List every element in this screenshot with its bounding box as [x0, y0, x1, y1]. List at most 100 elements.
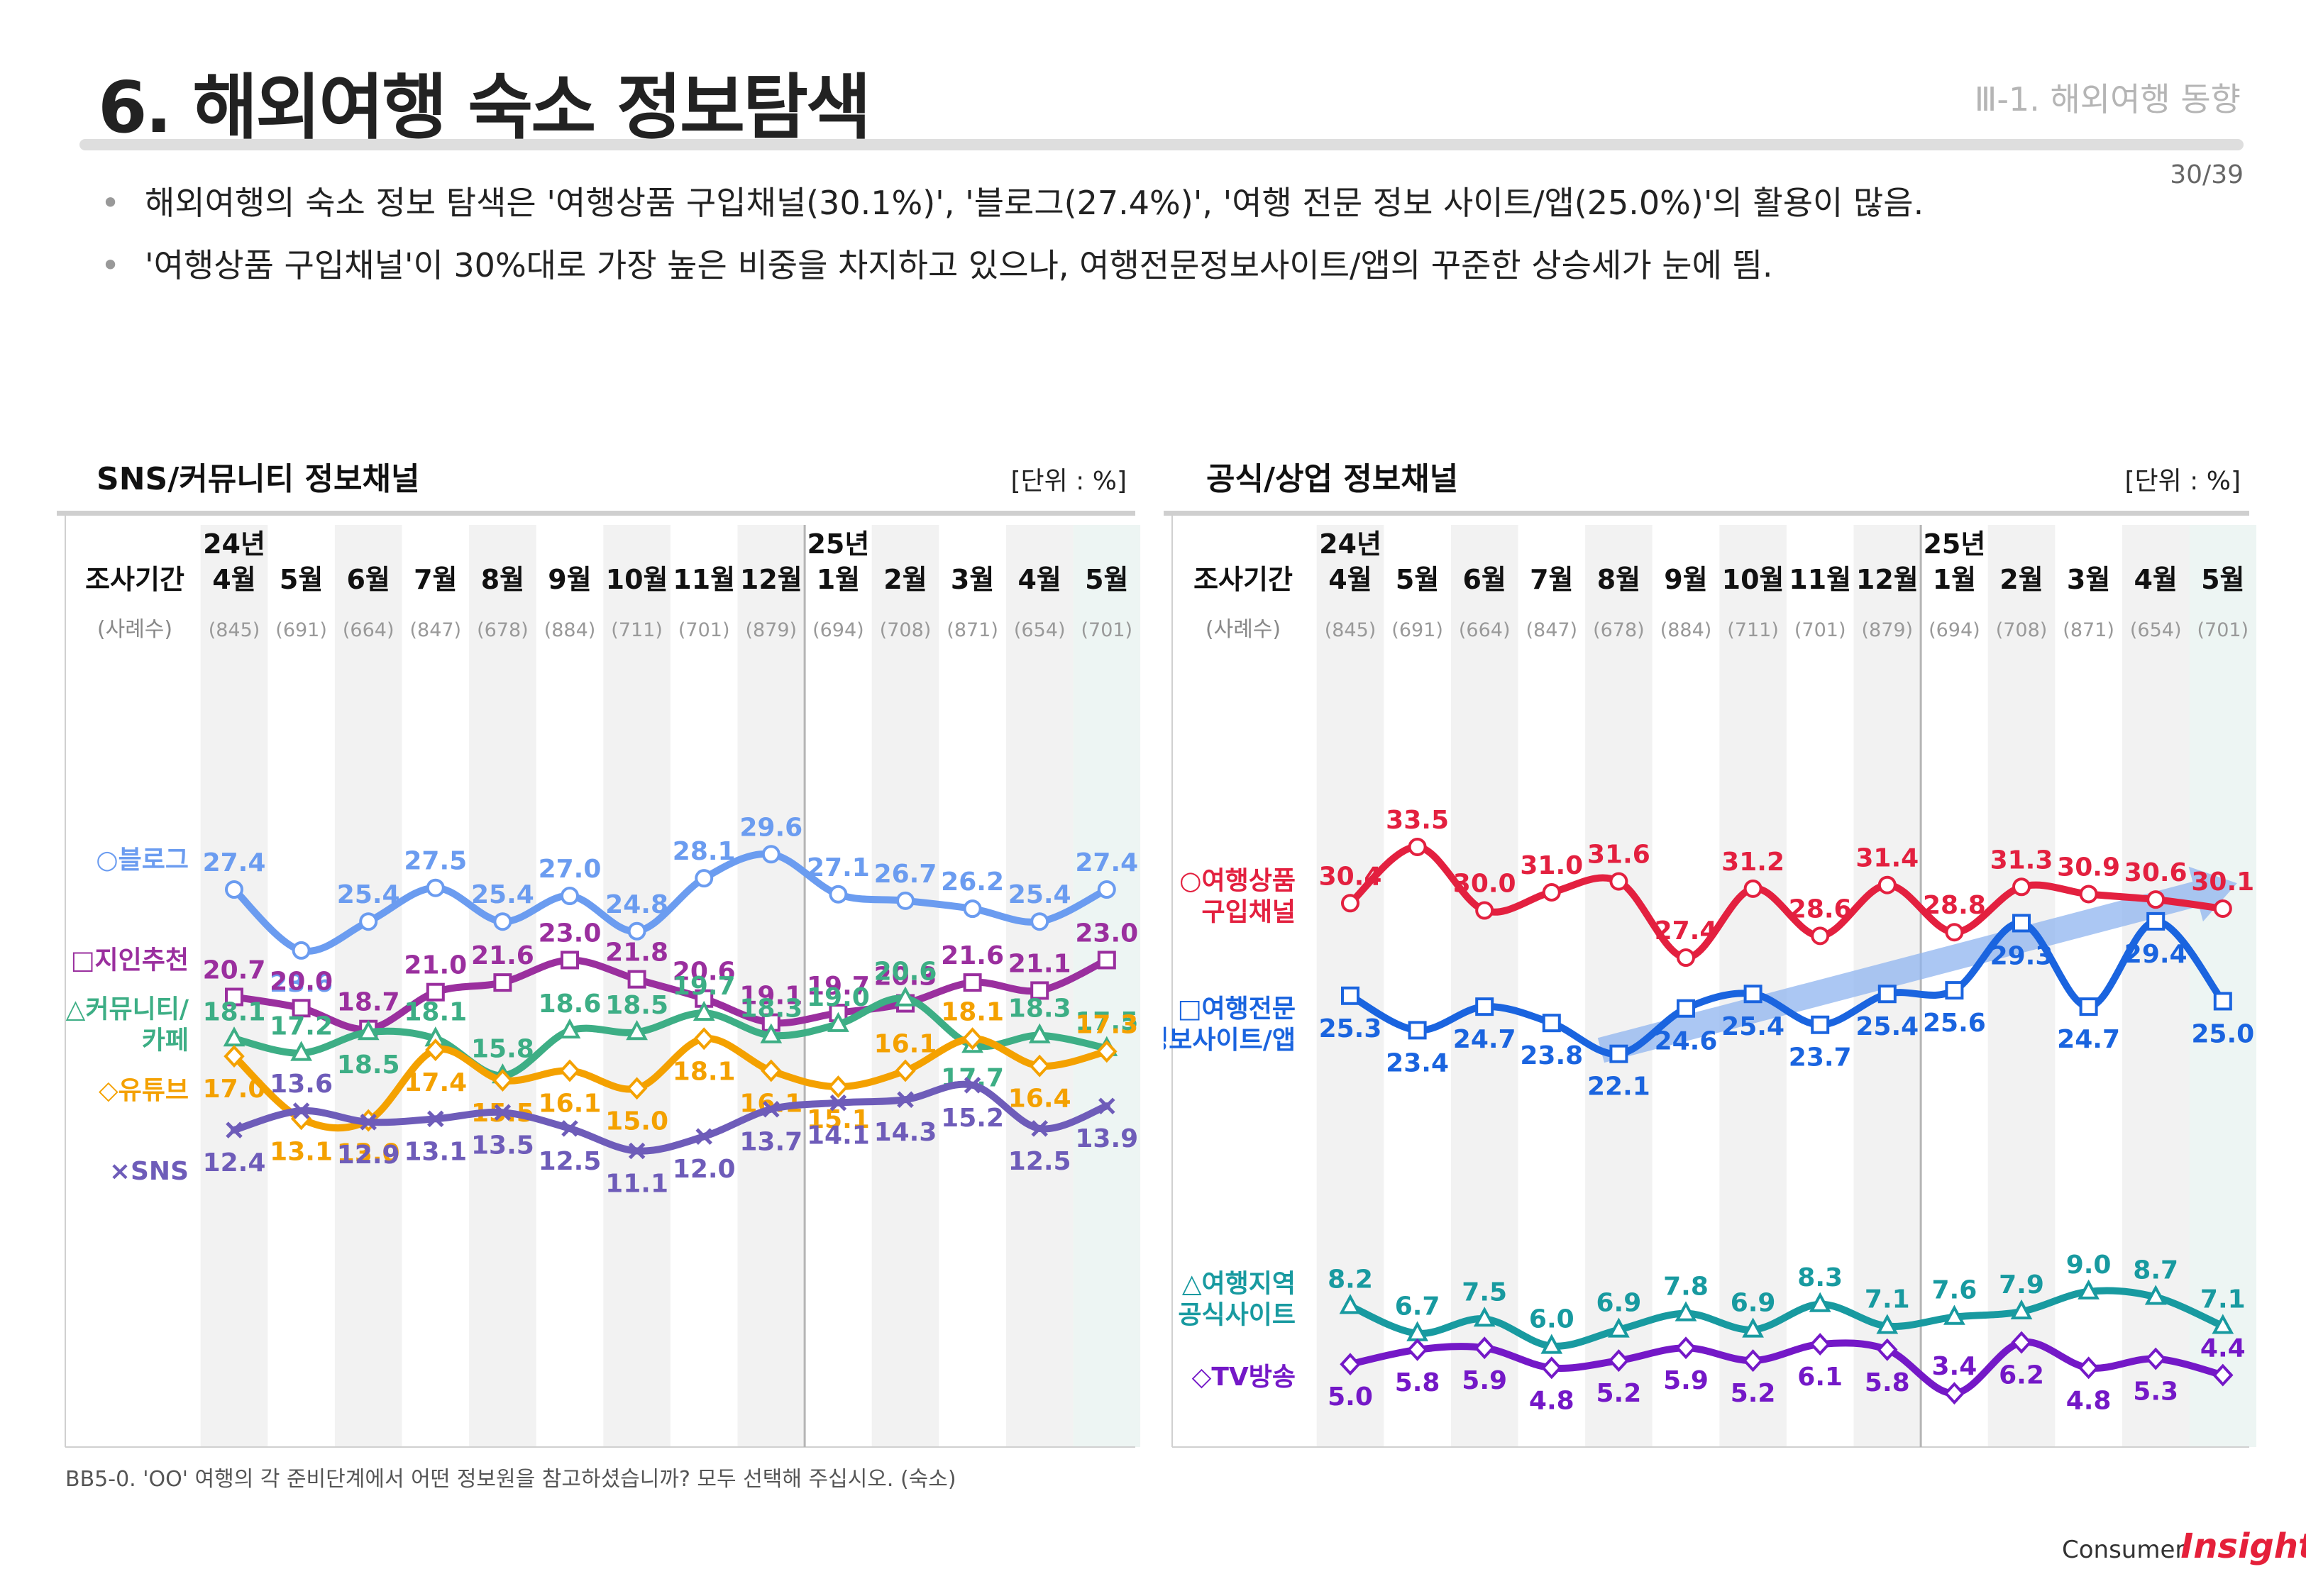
data-label: 24.7 [2057, 1025, 2120, 1054]
triangle-marker-icon [1540, 1334, 1563, 1354]
sample-size-value: (708) [880, 619, 932, 641]
square-marker-icon [2079, 997, 2098, 1016]
square-marker-icon [1945, 981, 1964, 1000]
data-label: 27.0 [539, 855, 602, 884]
data-label: 13.9 [1075, 1124, 1138, 1153]
data-label: 27.4 [1655, 916, 1718, 946]
square-marker-icon [561, 951, 579, 970]
square-marker-icon [1542, 1014, 1561, 1033]
cross-stroke [763, 1100, 780, 1118]
column-backgrounds [200, 525, 1141, 1447]
triangle-marker-icon [1943, 1304, 1965, 1325]
cross-marker-icon [226, 1121, 243, 1138]
data-label: 5.8 [1865, 1368, 1910, 1397]
period-label: 조사기간 [85, 564, 184, 595]
data-label: 25.4 [337, 880, 400, 909]
month-tick-label: 11월 [673, 564, 735, 595]
cross-stroke [628, 1142, 646, 1160]
sample-size-value: (691) [275, 619, 327, 641]
circle-marker-icon [1542, 882, 1561, 902]
diamond-marker-icon [2212, 1363, 2234, 1387]
sample-size-value: (678) [477, 619, 529, 641]
data-label: 20.6 [673, 958, 736, 987]
bullet-dot-icon: • [101, 246, 121, 284]
month-tick-label: 12월 [740, 564, 802, 595]
data-label: 6.9 [1731, 1289, 1776, 1318]
data-label: 24.8 [605, 890, 668, 919]
data-label: 9.0 [2066, 1251, 2112, 1280]
brand-logo: ConsumerInsight [2062, 1526, 2306, 1566]
circle-marker-icon [963, 899, 982, 919]
circle-marker-icon [1609, 872, 1628, 891]
data-label: 29.6 [739, 813, 802, 842]
data-label: 28.8 [1923, 891, 1986, 920]
cross-marker-icon [360, 1114, 377, 1131]
month-tick-label: 12월 [1856, 564, 1919, 595]
data-label: 13.1 [404, 1137, 467, 1166]
cross-marker-icon [695, 1128, 712, 1145]
triangle-marker-icon [558, 1018, 581, 1038]
data-label: 12.4 [203, 1148, 266, 1177]
circle-marker-icon [2146, 890, 2166, 909]
square-marker-icon [1609, 1044, 1628, 1063]
diamond-marker-icon [224, 1045, 245, 1068]
circle-marker-icon [426, 878, 445, 897]
data-label: 30.9 [2057, 853, 2120, 882]
data-label: 26.2 [941, 868, 1004, 897]
data-label: 21.1 [1008, 949, 1071, 978]
sample-size-value: (664) [1459, 619, 1511, 641]
data-label: 16.4 [1008, 1085, 1071, 1114]
legend-label: □여행전문 [1178, 994, 1296, 1024]
data-label: 7.6 [1932, 1276, 1977, 1305]
diamond-marker-icon [1675, 1336, 1697, 1360]
diamond-marker-icon [1742, 1349, 1764, 1373]
page-number: 30/39 [2170, 160, 2244, 189]
triangle-marker-icon [760, 1023, 783, 1043]
unit-label: [단위 : %] [2124, 467, 2241, 496]
circle-marker-icon [225, 880, 243, 899]
data-label: 5.2 [1731, 1379, 1776, 1408]
data-label: 27.4 [203, 848, 266, 877]
data-label: 24.6 [1655, 1027, 1718, 1056]
diamond-marker-icon [1474, 1336, 1495, 1360]
data-label: 31.0 [1520, 851, 1583, 880]
triangle-marker-icon [626, 1020, 648, 1041]
cross-stroke [964, 1077, 981, 1094]
legend-label: ◇유튜브 [99, 1076, 189, 1105]
data-label: 14.3 [874, 1118, 937, 1147]
data-label: 31.4 [1855, 844, 1919, 873]
month-tick-label: 6월 [346, 564, 390, 595]
month-tick-label: 1월 [1933, 564, 1976, 595]
cross-marker-icon [561, 1120, 578, 1137]
data-label: 21.0 [404, 951, 467, 980]
data-label: 5.2 [1596, 1379, 1642, 1408]
circle-marker-icon [627, 921, 646, 941]
sample-size-value: (701) [1081, 619, 1132, 641]
diamond-marker-icon [961, 1027, 983, 1051]
data-label: 6.9 [1596, 1289, 1642, 1318]
data-label: 18.3 [739, 994, 802, 1024]
data-label: 25.0 [2191, 1019, 2254, 1048]
circle-marker-icon [1877, 875, 1897, 894]
data-label: 7.5 [1462, 1278, 1507, 1307]
data-label: 5.8 [1395, 1368, 1440, 1397]
month-tick-label: 11월 [1789, 564, 1851, 595]
column-shade [200, 525, 268, 1447]
series-group: 5.0 5.8 5.9 4.8 5.2 5.9 5.2 6.1 5.8 3.4 6.2 4.8 5.3 4… [1192, 1331, 2246, 1415]
cross-marker-icon [763, 1100, 780, 1118]
brand-prefix: Consumer [2062, 1536, 2185, 1564]
month-tick-label: 4월 [1328, 564, 1372, 595]
series-line [1347, 1338, 2227, 1397]
year-label: 24년 [203, 528, 265, 560]
month-tick-label: 4월 [1017, 564, 1061, 595]
column-backgrounds [1316, 525, 2256, 1447]
triangle-marker-icon [2144, 1285, 2167, 1305]
legend-label: ◇TV방송 [1192, 1363, 1296, 1392]
diamond-marker-icon [626, 1077, 648, 1100]
data-label: 30.4 [1319, 862, 1382, 891]
diamond-marker-icon [895, 1059, 916, 1082]
data-label: 16.1 [539, 1089, 602, 1118]
month-tick-label: 4월 [212, 564, 255, 595]
data-label: 12.9 [337, 1141, 400, 1170]
diamond-marker-icon [425, 1038, 446, 1062]
